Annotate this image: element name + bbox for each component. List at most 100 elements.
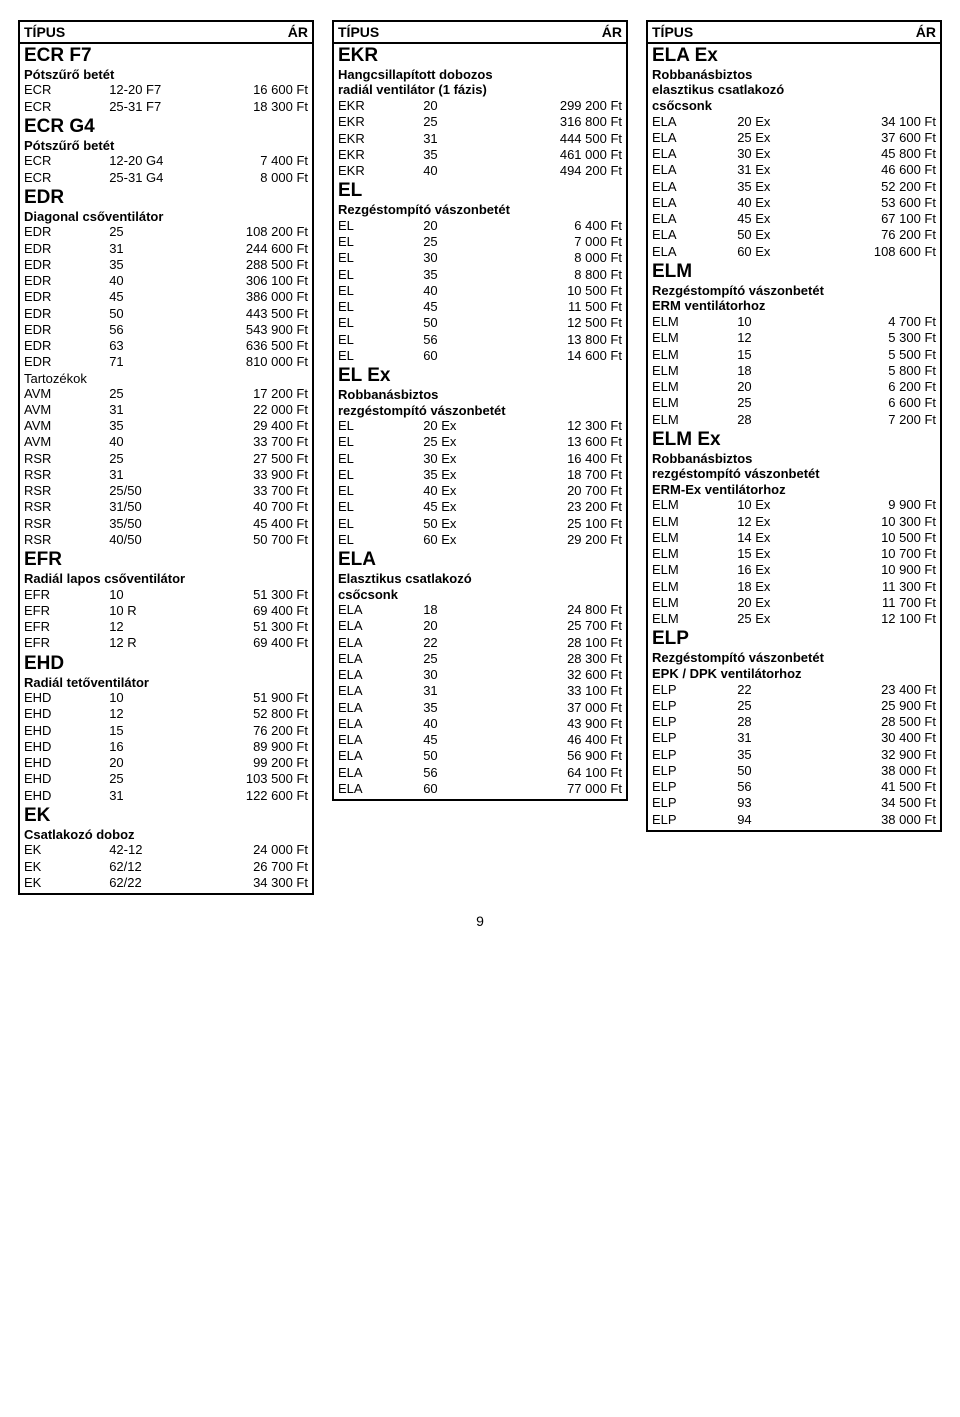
cell-variant: 35 [423,267,508,283]
cell-code: EHD [24,739,109,755]
table-row: ELA60 Ex108 600 Ft [652,244,936,260]
table-row: EDR40306 100 Ft [24,273,308,289]
cell-variant: 30 Ex [423,451,508,467]
cell-price: 306 100 Ft [194,273,308,289]
section-subtitle: elasztikus csatlakozó [652,82,936,98]
table-row: ELM185 800 Ft [652,363,936,379]
cell-code: ELM [652,379,737,395]
cell-variant: 16 [109,739,194,755]
table-row: RSR2527 500 Ft [24,451,308,467]
table-row: EDR50443 500 Ft [24,306,308,322]
cell-variant: 94 [737,812,822,828]
cell-code: EKR [338,114,423,130]
column-body: EKRHangcsillapított dobozosradiál ventil… [334,44,626,799]
cell-code: ELA [338,651,423,667]
table-row: ELM125 300 Ft [652,330,936,346]
cell-price: 12 100 Ft [822,611,936,627]
cell-variant: 25 Ex [737,611,822,627]
cell-price: 244 600 Ft [194,241,308,257]
cell-price: 7 400 Ft [194,153,308,169]
cell-code: RSR [24,451,109,467]
section-subtitle: Diagonal csőventilátor [24,209,308,225]
cell-price: 28 300 Ft [508,651,622,667]
header-type: TÍPUS [24,24,65,40]
cell-code: EL [338,332,423,348]
section-title: ELM Ex [652,428,936,451]
table-row: ELA30 Ex45 800 Ft [652,146,936,162]
table-row: RSR25/5033 700 Ft [24,483,308,499]
column-3: TÍPUS ÁR ELA ExRobbanásbiztoselasztikus … [646,20,942,832]
cell-variant: 10 [109,587,194,603]
table-row: RSR40/5050 700 Ft [24,532,308,548]
cell-variant: 35 [423,700,508,716]
cell-price: 5 300 Ft [822,330,936,346]
cell-variant: 45 Ex [423,499,508,515]
table-row: ECR25-31 F718 300 Ft [24,99,308,115]
section-subtitle: Rezgéstompító vászonbetét [652,650,936,666]
table-row: EL25 Ex13 600 Ft [338,434,622,450]
cell-price: 26 700 Ft [194,859,308,875]
cell-code: ELP [652,714,737,730]
table-row: EL358 800 Ft [338,267,622,283]
cell-code: ELA [338,765,423,781]
cell-price: 108 600 Ft [822,244,936,260]
cell-code: EKR [338,98,423,114]
section-subtitle: Pótszűrő betét [24,138,308,154]
table-row: EL257 000 Ft [338,234,622,250]
table-row: RSR31/5040 700 Ft [24,499,308,515]
cell-variant: 31 [109,241,194,257]
cell-variant: 15 [109,723,194,739]
cell-price: 51 300 Ft [194,619,308,635]
section-title: ECR F7 [24,44,308,67]
table-row: ELP3130 400 Ft [652,730,936,746]
price-rows: ECR12-20 F716 600 FtECR25-31 F718 300 Ft [24,82,308,115]
cell-variant: 50 [737,763,822,779]
table-row: ELA50 Ex76 200 Ft [652,227,936,243]
cell-price: 24 800 Ft [508,602,622,618]
table-row: ELA2228 100 Ft [338,635,622,651]
cell-code: EFR [24,635,109,651]
table-row: EL6014 600 Ft [338,348,622,364]
section-title: ELP [652,627,936,650]
cell-code: EKR [338,163,423,179]
cell-price: 41 500 Ft [822,779,936,795]
section-subtitle: Rezgéstompító vászonbetét [652,283,936,299]
table-row: ELA2025 700 Ft [338,618,622,634]
cell-variant: 50 [109,306,194,322]
section-title: EKR [338,44,622,67]
cell-variant: 60 [423,348,508,364]
cell-price: 46 400 Ft [508,732,622,748]
cell-code: EK [24,842,109,858]
cell-variant: 31/50 [109,499,194,515]
cell-variant: 25 [737,698,822,714]
cell-price: 25 700 Ft [508,618,622,634]
cell-code: EHD [24,723,109,739]
section-subtitle: Robbanásbiztos [652,67,936,83]
cell-code: EK [24,875,109,891]
cell-price: 76 200 Ft [822,227,936,243]
cell-variant: 12 [737,330,822,346]
table-row: AVM4033 700 Ft [24,434,308,450]
section-title: EL [338,179,622,202]
cell-code: EDR [24,354,109,370]
table-row: ELM16 Ex10 900 Ft [652,562,936,578]
table-row: ELA31 Ex46 600 Ft [652,162,936,178]
cell-variant: 25 [109,224,194,240]
cell-price: 46 600 Ft [822,162,936,178]
cell-code: ELM [652,546,737,562]
cell-price: 7 200 Ft [822,412,936,428]
cell-price: 29 200 Ft [508,532,622,548]
cell-price: 6 600 Ft [822,395,936,411]
cell-code: EFR [24,603,109,619]
cell-code: ELM [652,412,737,428]
section-title: EFR [24,548,308,571]
cell-price: 13 600 Ft [508,434,622,450]
cell-price: 8 000 Ft [508,250,622,266]
table-row: EDR31244 600 Ft [24,241,308,257]
table-row: EHD25103 500 Ft [24,771,308,787]
price-rows: EL20 Ex12 300 FtEL25 Ex13 600 FtEL30 Ex1… [338,418,622,548]
cell-code: ELP [652,747,737,763]
cell-variant: 31 [109,788,194,804]
cell-price: 18 700 Ft [508,467,622,483]
cell-variant: 40 Ex [737,195,822,211]
